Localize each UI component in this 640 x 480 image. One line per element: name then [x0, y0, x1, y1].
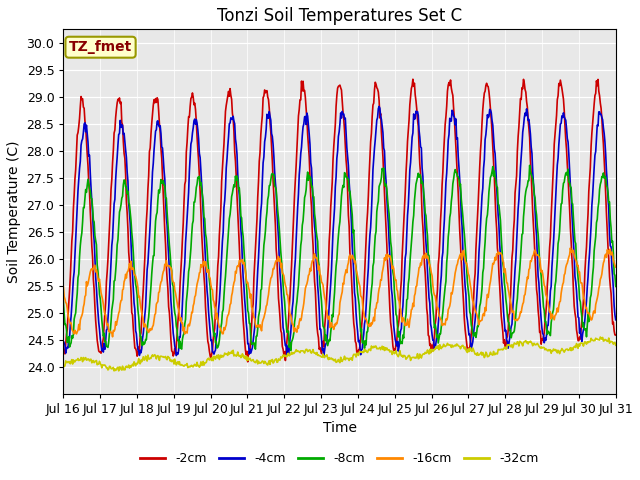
-4cm: [424, 282, 432, 288]
Legend: -2cm, -4cm, -8cm, -16cm, -32cm: -2cm, -4cm, -8cm, -16cm, -32cm: [135, 447, 544, 470]
-2cm: [182, 149, 190, 155]
-4cm: [212, 347, 220, 353]
Line: -2cm: -2cm: [63, 79, 616, 362]
-32cm: [408, 355, 415, 361]
Text: TZ_fmet: TZ_fmet: [69, 40, 132, 54]
Line: -32cm: -32cm: [63, 337, 616, 371]
-8cm: [60, 299, 67, 305]
-16cm: [60, 284, 67, 289]
-16cm: [566, 245, 574, 251]
Y-axis label: Soil Temperature (C): Soil Temperature (C): [7, 140, 21, 283]
-4cm: [320, 353, 328, 359]
-16cm: [424, 253, 431, 259]
X-axis label: Time: Time: [323, 421, 356, 435]
-32cm: [612, 342, 620, 348]
-32cm: [212, 353, 220, 359]
-8cm: [424, 233, 431, 239]
-4cm: [408, 134, 416, 140]
-8cm: [126, 210, 134, 216]
-8cm: [408, 241, 415, 247]
-2cm: [126, 273, 134, 279]
-16cm: [183, 330, 191, 336]
-2cm: [244, 359, 252, 365]
-32cm: [596, 334, 604, 340]
-8cm: [526, 162, 534, 168]
-2cm: [408, 85, 415, 91]
-8cm: [70, 332, 77, 337]
Line: -8cm: -8cm: [63, 165, 616, 350]
-32cm: [110, 368, 118, 374]
-2cm: [212, 307, 220, 312]
-32cm: [60, 362, 67, 368]
-16cm: [612, 264, 620, 270]
-16cm: [127, 258, 135, 264]
Line: -16cm: -16cm: [63, 248, 616, 337]
-4cm: [182, 228, 190, 234]
-16cm: [109, 334, 116, 340]
Line: -4cm: -4cm: [63, 107, 616, 356]
-32cm: [70, 357, 77, 363]
-2cm: [409, 76, 417, 82]
-4cm: [70, 276, 77, 282]
-16cm: [212, 316, 220, 322]
-32cm: [127, 364, 135, 370]
-2cm: [612, 332, 620, 338]
-16cm: [70, 329, 77, 335]
-8cm: [612, 284, 620, 289]
-4cm: [612, 317, 620, 323]
Title: Tonzi Soil Temperatures Set C: Tonzi Soil Temperatures Set C: [217, 7, 462, 25]
-4cm: [126, 220, 134, 226]
-2cm: [424, 332, 432, 338]
-32cm: [183, 360, 191, 366]
-4cm: [60, 338, 67, 344]
-8cm: [287, 348, 294, 353]
-4cm: [375, 104, 383, 109]
-8cm: [212, 340, 220, 346]
-32cm: [424, 347, 431, 353]
-2cm: [60, 346, 67, 352]
-2cm: [70, 206, 77, 212]
-16cm: [408, 307, 415, 312]
-8cm: [182, 299, 190, 305]
